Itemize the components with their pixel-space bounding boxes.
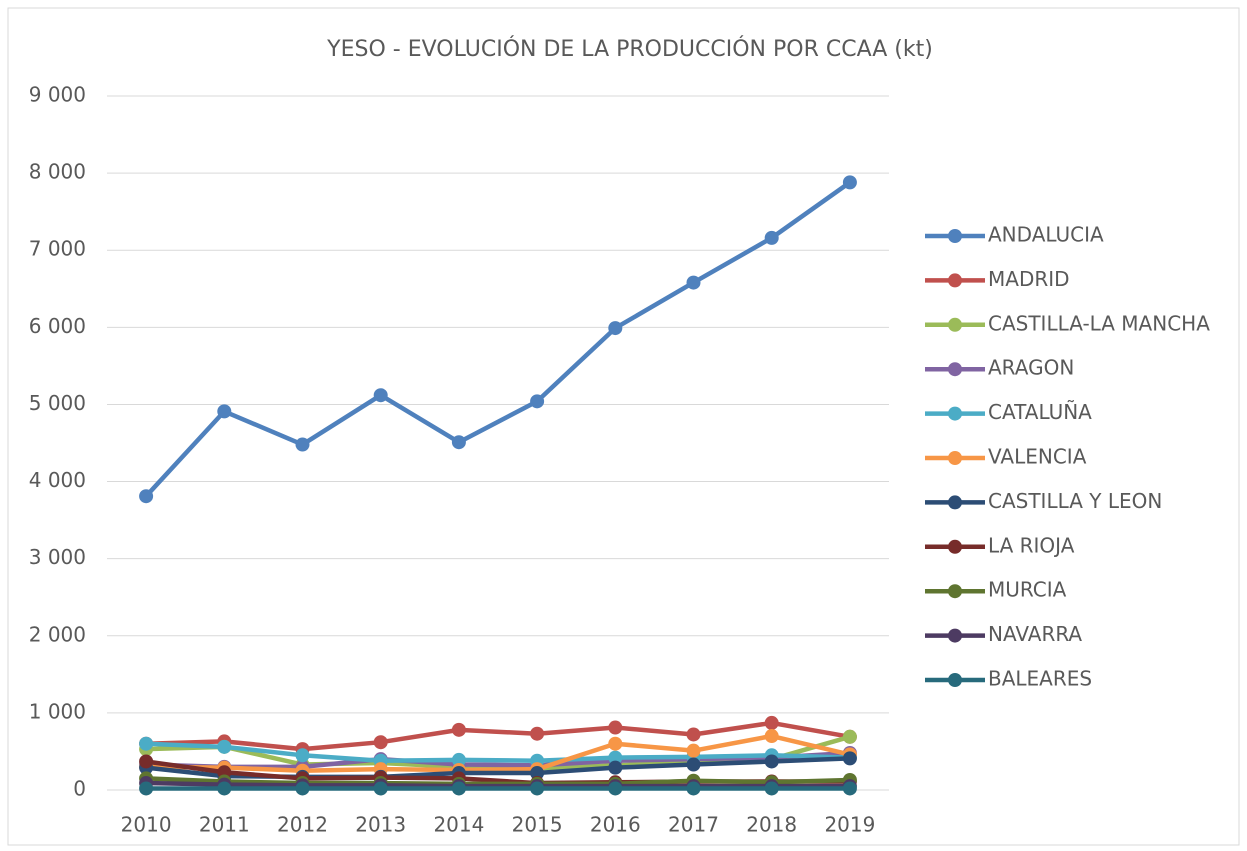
data-point [373, 781, 388, 796]
series-line [146, 741, 850, 763]
legend-label: NAVARRA [988, 622, 1082, 646]
y-tick-label: 7 000 [29, 237, 86, 261]
data-point [451, 722, 466, 737]
x-tick-label: 2011 [199, 813, 250, 837]
y-tick-label: 5 000 [29, 391, 86, 415]
y-tick-label: 2 000 [29, 622, 86, 646]
chart-border [7, 7, 1240, 846]
data-point [686, 743, 701, 758]
data-point [608, 321, 623, 336]
data-point [764, 729, 779, 744]
data-point [608, 760, 623, 775]
legend-marker [948, 584, 962, 599]
legend-label: ARAGON [988, 356, 1074, 380]
y-tick-label: 0 [73, 777, 86, 801]
legend-marker [948, 495, 962, 510]
legend-label: VALENCIA [988, 445, 1087, 469]
chart-title: YESO - EVOLUCIÓN DE LA PRODUCCIÓN POR CC… [326, 36, 933, 62]
data-point [451, 752, 466, 767]
legend-marker [948, 539, 962, 554]
data-point [139, 736, 154, 751]
data-point [217, 739, 232, 754]
legend-marker [948, 229, 962, 243]
data-point [608, 736, 623, 751]
x-tick-label: 2014 [433, 813, 484, 837]
data-point [530, 781, 545, 796]
legend-marker [948, 362, 962, 377]
data-point [139, 754, 154, 769]
data-point [217, 404, 232, 419]
data-point [842, 781, 857, 796]
y-tick-label: 3 000 [29, 545, 86, 569]
series-line [146, 733, 851, 773]
data-point [764, 754, 779, 769]
data-point [764, 781, 779, 796]
legend-label: BALEARES [988, 667, 1092, 691]
x-tick-label: 2015 [512, 813, 563, 837]
y-tick-label: 1 000 [29, 699, 86, 723]
legend-marker [948, 273, 962, 288]
legend-label: CATALUÑA [988, 400, 1092, 424]
legend-label: MADRID [988, 267, 1070, 291]
data-point [373, 388, 388, 403]
data-point [686, 781, 701, 796]
data-point [530, 766, 545, 781]
data-point [373, 735, 388, 750]
legend-marker [948, 406, 962, 421]
legend-marker [948, 673, 962, 687]
legend-marker [948, 628, 962, 643]
data-point [686, 757, 701, 772]
data-point [842, 729, 857, 744]
data-point [451, 435, 466, 450]
data-point [842, 751, 857, 766]
legend-label: CASTILLA Y LEON [988, 489, 1162, 513]
x-tick-label: 2019 [824, 813, 875, 837]
legend-label: LA RIOJA [988, 533, 1075, 557]
series-line [146, 720, 851, 752]
series-line [146, 780, 850, 789]
data-point [530, 726, 545, 741]
data-point [139, 489, 154, 504]
legend-label: MURCIA [988, 578, 1067, 602]
series-line [146, 750, 851, 770]
data-point [139, 781, 154, 796]
series-line [144, 180, 852, 498]
data-point [295, 781, 310, 796]
x-tick-label: 2016 [590, 813, 641, 837]
data-point [530, 394, 545, 409]
data-point [764, 230, 779, 245]
data-point [608, 720, 623, 735]
x-tick-label: 2013 [355, 813, 406, 837]
data-point [295, 748, 310, 763]
data-point [686, 275, 701, 290]
x-tick-label: 2018 [746, 813, 797, 837]
data-point [608, 781, 623, 796]
x-tick-label: 2017 [668, 813, 719, 837]
data-point [764, 715, 779, 730]
legend-label: CASTILLA-LA MANCHA [988, 311, 1210, 335]
y-tick-label: 4 000 [29, 468, 86, 492]
y-tick-label: 6 000 [29, 314, 86, 338]
series-line [146, 776, 850, 787]
data-point [217, 781, 232, 796]
legend-marker [948, 451, 962, 465]
data-point [295, 437, 310, 452]
data-point [451, 781, 466, 796]
data-point [842, 175, 857, 190]
data-point [686, 727, 701, 742]
data-point [608, 750, 623, 765]
legend-marker [948, 317, 962, 332]
x-tick-label: 2010 [121, 813, 172, 837]
y-tick-label: 9 000 [29, 83, 86, 107]
y-tick-label: 8 000 [29, 160, 86, 184]
x-tick-label: 2012 [277, 813, 328, 837]
legend-label: ANDALUCIA [988, 223, 1104, 247]
